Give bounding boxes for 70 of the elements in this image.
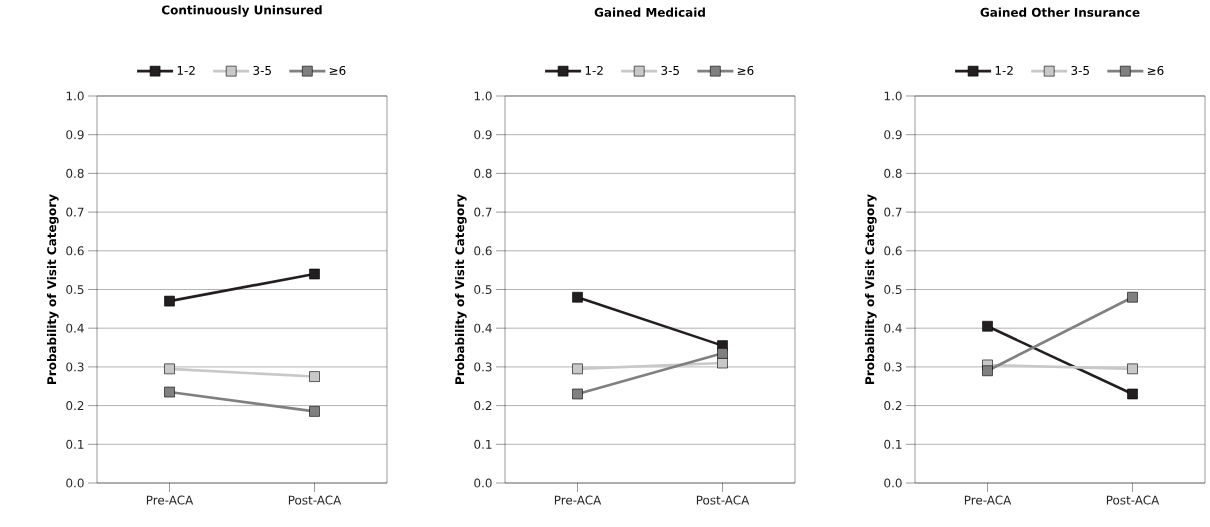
y-tick-label: 0.4 xyxy=(474,323,492,333)
legend-label: ≥6 xyxy=(1147,65,1164,76)
y-tick-label: 0.4 xyxy=(66,323,84,333)
y-tick-label: 0.0 xyxy=(66,478,84,488)
y-tick-label: 0.0 xyxy=(474,478,492,488)
legend-label: 1-2 xyxy=(177,65,195,75)
y-tick-label: 0.6 xyxy=(884,246,902,256)
y-tick-label: 0.1 xyxy=(474,439,492,449)
point xyxy=(572,388,583,400)
point xyxy=(572,363,583,375)
point xyxy=(309,371,320,382)
y-tick-label: 0.0 xyxy=(884,478,902,488)
y-axis-title: Probability of Visit Category xyxy=(454,194,467,384)
point xyxy=(1127,291,1138,303)
y-tick-label: 0.8 xyxy=(474,168,492,178)
y-tick-label: 0.5 xyxy=(474,284,492,295)
y-tick-label: 0.3 xyxy=(474,362,492,372)
y-tick-label: 0.2 xyxy=(66,401,84,411)
chart-title: Continuously Uninsured xyxy=(161,5,322,17)
y-tick-label: 0.6 xyxy=(474,246,492,256)
legend-label: ≥6 xyxy=(737,65,754,76)
legend-label: 3-5 xyxy=(1071,65,1089,76)
chart-title: Gained Medicaid xyxy=(594,7,705,17)
legend-label: 1-2 xyxy=(585,65,603,75)
y-tick-label: 1.0 xyxy=(66,91,84,101)
y-tick-label: 0.3 xyxy=(884,362,902,372)
x-tick-label: Post-ACA xyxy=(288,495,342,505)
point xyxy=(717,357,728,369)
y-tick-label: 0.8 xyxy=(884,168,902,178)
x-tick-label: Post-ACA xyxy=(696,495,750,505)
y-tick-label: 0.5 xyxy=(66,284,84,295)
legend-label: 3-5 xyxy=(253,65,271,76)
x-tick-label: Pre-ACA xyxy=(554,495,602,505)
x-tick-label: Post-ACA xyxy=(1106,495,1160,505)
point xyxy=(164,295,175,307)
y-tick-label: 0.9 xyxy=(474,130,492,140)
x-tick-label: Pre-ACA xyxy=(146,495,194,505)
y-tick-label: 1.0 xyxy=(474,91,492,101)
point xyxy=(309,268,320,280)
y-tick-label: 0.7 xyxy=(474,207,492,217)
legend-label: ≥6 xyxy=(329,65,346,76)
y-tick-label: 0.2 xyxy=(884,401,902,411)
y-tick-label: 0.9 xyxy=(66,130,84,140)
point xyxy=(1127,388,1138,400)
y-tick-label: 0.5 xyxy=(884,284,902,295)
point xyxy=(982,320,993,332)
point xyxy=(572,291,583,303)
y-tick-label: 0.8 xyxy=(66,168,84,178)
y-tick-label: 0.6 xyxy=(66,246,84,256)
y-tick-label: 0.4 xyxy=(884,323,902,333)
point xyxy=(164,363,175,375)
y-tick-label: 0.3 xyxy=(66,362,84,372)
point xyxy=(982,365,993,377)
y-tick-label: 0.7 xyxy=(884,207,902,217)
legend-label: 1-2 xyxy=(995,65,1013,75)
y-tick-label: 0.7 xyxy=(66,207,84,217)
chart-title: Gained Other Insurance xyxy=(980,7,1140,17)
y-axis-title: Probability of Visit Category xyxy=(864,194,877,384)
y-tick-label: 0.1 xyxy=(66,439,84,449)
point xyxy=(164,386,175,398)
point xyxy=(309,406,320,417)
legend-label: 3-5 xyxy=(661,65,679,76)
point xyxy=(717,348,728,359)
y-tick-label: 0.1 xyxy=(884,439,902,449)
y-axis-title: Probability of Visit Category xyxy=(46,194,59,384)
x-tick-label: Pre-ACA xyxy=(964,495,1012,505)
point xyxy=(1127,363,1138,375)
y-tick-label: 0.2 xyxy=(474,401,492,411)
y-tick-label: 1.0 xyxy=(884,91,902,101)
y-tick-label: 0.9 xyxy=(884,130,902,140)
